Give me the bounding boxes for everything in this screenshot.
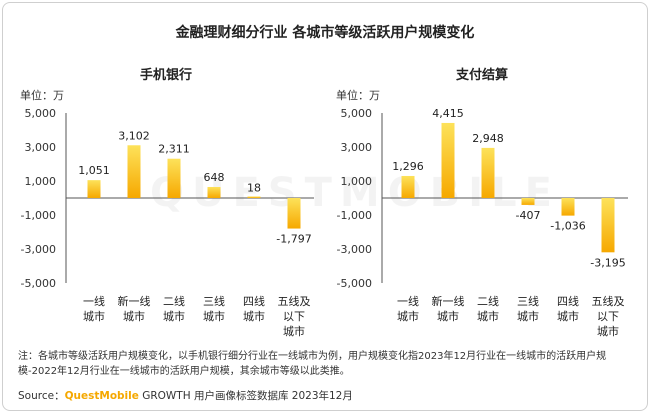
source-rest: GROWTH 用户画像标签数据库 2023年12月 xyxy=(138,390,353,402)
bar xyxy=(441,122,455,198)
source-brand: QuestMobile xyxy=(64,390,139,402)
y-tick-label: 5,000 xyxy=(341,107,373,120)
bar xyxy=(207,186,221,198)
unit-label-payment: 单位：万 xyxy=(336,89,380,102)
data-label: 1,051 xyxy=(78,164,110,177)
x-tick-label: 一线城市 xyxy=(83,294,105,323)
bar xyxy=(247,196,261,198)
x-tick-label: 四线城市 xyxy=(557,294,579,323)
y-tick-label: 1,000 xyxy=(341,175,373,188)
y-tick-label: -1,000 xyxy=(21,209,56,222)
data-label: 18 xyxy=(247,182,261,195)
data-label: -3,195 xyxy=(590,256,625,269)
bar xyxy=(481,147,495,198)
chart-title-payment: 支付结算 xyxy=(455,68,508,83)
data-label: 3,102 xyxy=(118,129,150,142)
y-tick-label: -1,000 xyxy=(337,209,372,222)
y-tick-label: -3,000 xyxy=(21,243,56,256)
x-tick-label: 三线城市 xyxy=(517,294,539,323)
y-tick-label: 3,000 xyxy=(341,141,373,154)
bar xyxy=(87,180,101,198)
data-label: 2,948 xyxy=(472,132,504,145)
source-prefix: Source： xyxy=(18,390,65,402)
chart-title-mobile-banking: 手机银行 xyxy=(139,68,192,83)
y-tick-label: -3,000 xyxy=(337,243,372,256)
data-label: -1,036 xyxy=(550,220,585,233)
bar xyxy=(401,175,415,198)
y-tick-label: 1,000 xyxy=(25,175,57,188)
y-tick-label: 5,000 xyxy=(25,107,57,120)
x-tick-label: 新一线城市 xyxy=(118,294,151,323)
bar xyxy=(287,198,301,229)
x-tick-label: 四线城市 xyxy=(243,294,265,323)
y-tick-label: -5,000 xyxy=(21,277,56,290)
x-tick-label: 三线城市 xyxy=(203,294,225,323)
data-label: 648 xyxy=(204,171,225,184)
x-tick-label: 五线及以下城市 xyxy=(278,294,311,338)
main-title: 金融理财细分行业 各城市等级活跃用户规模变化 xyxy=(175,25,475,41)
bar xyxy=(601,198,615,253)
x-tick-label: 一线城市 xyxy=(397,294,419,323)
bar xyxy=(521,198,535,205)
x-tick-label: 五线及以下城市 xyxy=(592,294,625,338)
y-tick-label: -5,000 xyxy=(337,277,372,290)
data-label: -407 xyxy=(516,209,541,222)
x-tick-label: 二线城市 xyxy=(163,294,185,323)
unit-label-mobile-banking: 单位：万 xyxy=(20,89,64,102)
data-label: 4,415 xyxy=(432,107,464,120)
y-tick-label: 3,000 xyxy=(25,141,57,154)
footnote: 注：各城市等级活跃用户规模变化，以手机银行细分行业在一线城市为例，用户规模变化指… xyxy=(18,351,607,377)
x-tick-label: 新一线城市 xyxy=(432,294,465,323)
source-line: Source：QuestMobile GROWTH 用户画像标签数据库 2023… xyxy=(18,388,353,403)
bar xyxy=(127,145,141,198)
bar xyxy=(167,158,181,198)
data-label: -1,797 xyxy=(276,233,311,246)
data-label: 2,311 xyxy=(158,143,190,156)
data-label: 1,296 xyxy=(392,160,424,173)
x-tick-label: 二线城市 xyxy=(477,294,499,323)
bar xyxy=(561,198,575,216)
